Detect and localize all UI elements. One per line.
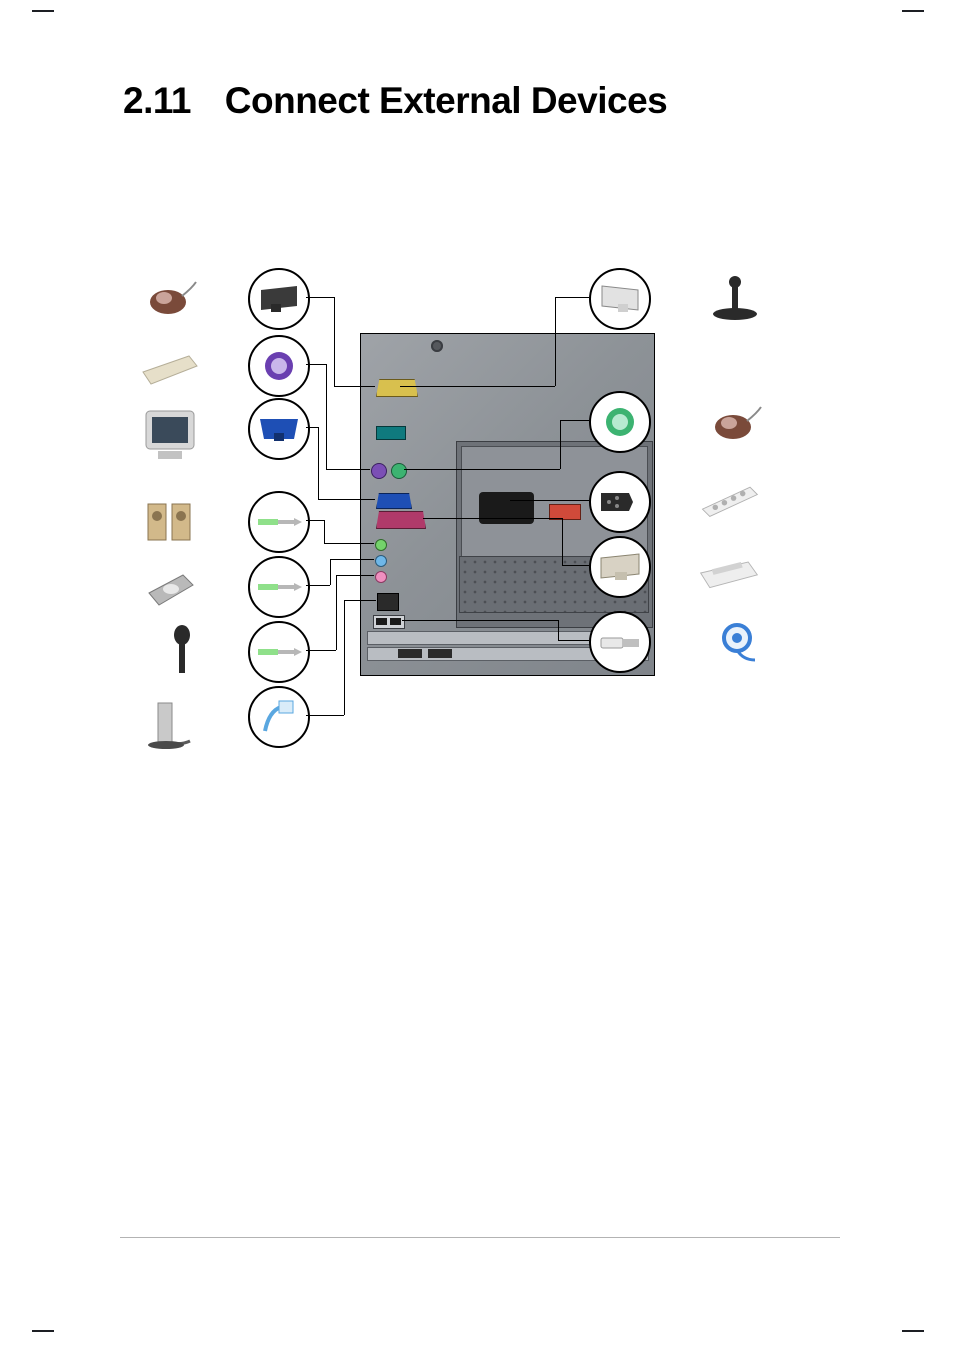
document-page: 2.11 Connect External Devices (0, 0, 954, 1351)
lead (334, 297, 335, 386)
lead (306, 297, 334, 298)
lead (336, 575, 337, 650)
lead (326, 469, 370, 470)
lead (423, 518, 562, 519)
lead (555, 297, 556, 386)
lead (400, 386, 555, 387)
lead (306, 427, 318, 428)
usb-ports-icon (373, 615, 405, 629)
footer-rule (120, 1237, 840, 1238)
cropmark-top-left (32, 10, 54, 12)
parallel-port-icon (376, 511, 426, 529)
lead (326, 364, 327, 469)
audio-out-port-icon (375, 539, 387, 551)
lead (306, 650, 336, 651)
lead (334, 386, 375, 387)
lead (306, 520, 324, 521)
modem-device-icon (138, 694, 202, 752)
microphone-device-icon (150, 624, 214, 682)
lead (336, 575, 374, 576)
db9-connector-icon (589, 268, 651, 330)
ps2-mouse-connector-icon (589, 391, 651, 453)
speakers-device-icon (138, 491, 202, 549)
lead (560, 420, 589, 421)
ps2-kb-port-icon (371, 463, 387, 479)
serial-connector-icon (248, 268, 310, 330)
section-title: Connect External Devices (225, 80, 667, 122)
keyboard-device-icon (138, 340, 202, 398)
lan-cable-icon (248, 686, 310, 748)
serial-port-icon (376, 379, 418, 397)
lead (330, 559, 374, 560)
ps2-keyboard-connector-icon (248, 335, 310, 397)
lead (330, 559, 331, 585)
lead (562, 565, 589, 566)
lead (558, 640, 589, 641)
lead (318, 499, 375, 500)
power-cord-icon (589, 471, 651, 533)
parallel-connector-icon (589, 536, 651, 598)
monitor-device-icon (138, 406, 202, 464)
printer-device-icon (697, 544, 761, 602)
section-number: 2.11 (123, 80, 191, 122)
lead (510, 500, 589, 501)
power-socket (479, 492, 534, 524)
lead (404, 469, 560, 470)
ps2-mouse-device-icon (703, 393, 767, 451)
lead (344, 600, 345, 715)
screw-icon (431, 340, 443, 352)
lead (318, 427, 319, 499)
lan-port-icon (377, 593, 399, 611)
lead (324, 543, 374, 544)
vga-connector-icon (248, 398, 310, 460)
audio-in-port-icon (375, 555, 387, 567)
mic-in-port-icon (375, 571, 387, 583)
lead (558, 620, 559, 640)
cropmark-bot-right (902, 1330, 924, 1332)
section-heading: 2.11 Connect External Devices (123, 80, 667, 122)
usb-connector-icon (589, 611, 651, 673)
usb-camera-device-icon (706, 614, 770, 672)
serial-mouse-device-icon (138, 268, 202, 326)
mic-jack-icon (248, 621, 310, 683)
vga-port-icon (376, 493, 412, 509)
lead (324, 520, 325, 543)
lead (306, 364, 326, 365)
serial2-port-icon (376, 426, 406, 440)
lead (562, 518, 563, 565)
lead (555, 297, 589, 298)
audio-in-jack-icon (248, 556, 310, 618)
power-strip-device-icon (697, 471, 761, 529)
lead (306, 715, 344, 716)
cropmark-bot-left (32, 1330, 54, 1332)
joystick-device-icon (703, 268, 767, 326)
cd-player-device-icon (138, 560, 202, 618)
lead (560, 420, 561, 469)
ps2-ms-port-icon (391, 463, 407, 479)
audio-out-jack-icon (248, 491, 310, 553)
lead (402, 620, 558, 621)
lead (344, 600, 376, 601)
lead (306, 585, 330, 586)
cropmark-top-right (902, 10, 924, 12)
